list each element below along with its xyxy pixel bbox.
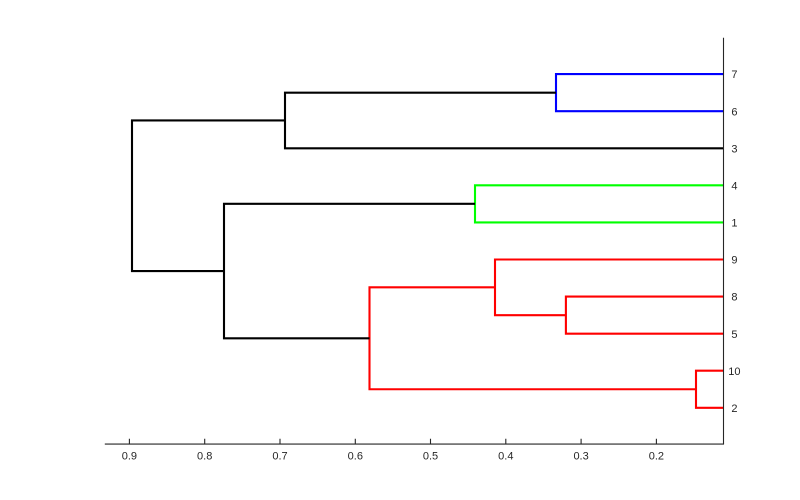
svg-text:0.8: 0.8 [197, 451, 212, 463]
svg-text:9: 9 [731, 255, 737, 267]
svg-text:5: 5 [731, 329, 737, 341]
svg-text:0.2: 0.2 [649, 451, 664, 463]
svg-text:3: 3 [731, 143, 737, 155]
svg-text:0.3: 0.3 [573, 451, 588, 463]
svg-text:10: 10 [728, 366, 740, 378]
svg-text:2: 2 [731, 403, 737, 415]
svg-text:0.4: 0.4 [498, 451, 513, 463]
svg-text:0.6: 0.6 [348, 451, 363, 463]
svg-text:0.5: 0.5 [423, 451, 438, 463]
svg-text:1: 1 [731, 218, 737, 230]
svg-text:0.9: 0.9 [122, 451, 137, 463]
svg-text:0.7: 0.7 [272, 451, 287, 463]
svg-text:8: 8 [731, 292, 737, 304]
svg-text:6: 6 [731, 106, 737, 118]
svg-text:7: 7 [731, 69, 737, 81]
svg-text:4: 4 [731, 180, 737, 192]
